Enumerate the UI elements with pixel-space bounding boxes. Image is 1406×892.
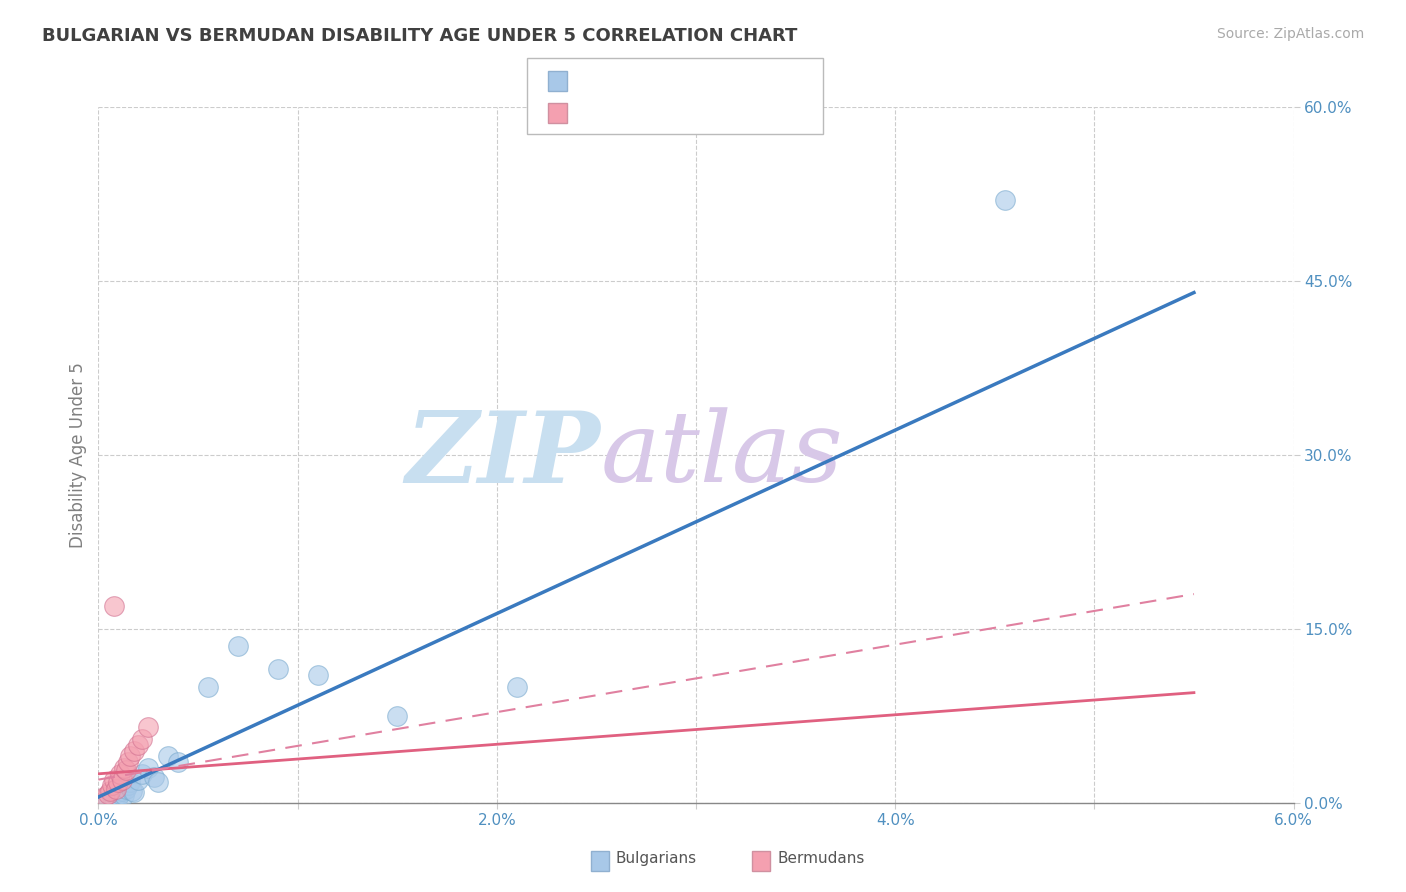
- Point: [994, 193, 1017, 207]
- Point: [385, 708, 409, 723]
- Point: [110, 787, 132, 801]
- Point: [101, 778, 124, 793]
- Point: [127, 772, 149, 787]
- Point: [121, 784, 143, 798]
- Point: [105, 781, 128, 796]
- Point: [148, 775, 170, 789]
- Text: BULGARIAN VS BERMUDAN DISABILITY AGE UNDER 5 CORRELATION CHART: BULGARIAN VS BERMUDAN DISABILITY AGE UND…: [42, 27, 797, 45]
- Point: [111, 784, 134, 798]
- Point: [267, 662, 290, 676]
- Point: [131, 731, 153, 746]
- Text: Bulgarians: Bulgarians: [616, 851, 697, 866]
- Point: [506, 680, 529, 694]
- Text: Source: ZipAtlas.com: Source: ZipAtlas.com: [1216, 27, 1364, 41]
- Point: [117, 755, 139, 769]
- Point: [110, 766, 132, 781]
- Text: atlas: atlas: [600, 408, 844, 502]
- Point: [97, 792, 120, 806]
- Point: [112, 788, 135, 802]
- Point: [107, 790, 129, 805]
- Point: [197, 680, 219, 694]
- Point: [117, 778, 139, 793]
- Point: [143, 770, 166, 784]
- Text: R = 0.819   N = 27: R = 0.819 N = 27: [574, 70, 731, 87]
- Point: [103, 772, 125, 787]
- Point: [107, 775, 129, 789]
- Point: [115, 781, 138, 796]
- Point: [124, 785, 146, 799]
- Point: [136, 721, 159, 735]
- Point: [226, 639, 249, 653]
- Point: [111, 772, 134, 787]
- Point: [120, 775, 142, 789]
- Point: [112, 761, 135, 775]
- Point: [136, 761, 159, 775]
- Y-axis label: Disability Age Under 5: Disability Age Under 5: [69, 362, 87, 548]
- Point: [103, 599, 125, 613]
- Point: [101, 790, 124, 805]
- Point: [103, 791, 125, 805]
- Point: [307, 668, 329, 682]
- Point: [105, 789, 128, 803]
- Text: Bermudans: Bermudans: [778, 851, 865, 866]
- Point: [115, 764, 138, 778]
- Point: [97, 787, 120, 801]
- Point: [124, 744, 146, 758]
- Point: [127, 738, 149, 752]
- Text: R = 0.186   N = 18: R = 0.186 N = 18: [574, 99, 731, 117]
- Point: [167, 755, 190, 769]
- Point: [98, 784, 122, 798]
- Point: [157, 749, 180, 764]
- Point: [120, 749, 142, 764]
- Point: [131, 766, 153, 781]
- Point: [93, 790, 115, 805]
- Text: ZIP: ZIP: [405, 407, 600, 503]
